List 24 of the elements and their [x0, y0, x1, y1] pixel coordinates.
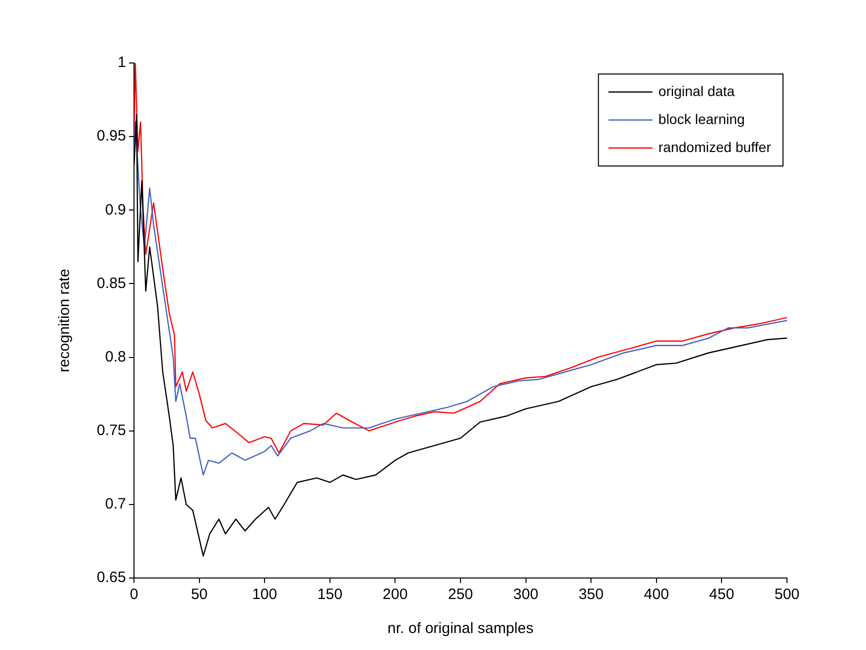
y-tick-label: 0.8 — [105, 348, 126, 366]
x-tick-label: 400 — [644, 586, 669, 604]
x-tick-label: 150 — [317, 586, 342, 604]
x-tick-label: 100 — [252, 586, 278, 604]
x-tick-label: 50 — [190, 586, 208, 604]
y-tick-label: 0.95 — [96, 128, 126, 145]
legend-label: randomized buffer — [658, 138, 772, 155]
y-tick-label: 0.75 — [96, 422, 126, 439]
y-tick-label: 0.85 — [96, 274, 126, 292]
legend-label: original data — [658, 82, 735, 99]
y-tick-label: 0.7 — [105, 496, 126, 513]
x-tick-label: 250 — [448, 586, 474, 604]
x-axis-title: nr. of original samples — [388, 620, 534, 638]
y-tick-label: 0.9 — [105, 201, 126, 218]
x-tick-label: 0 — [130, 586, 138, 604]
x-tick-label: 350 — [578, 586, 604, 604]
legend-label: block learning — [658, 110, 745, 127]
y-tick-label: 1 — [118, 54, 126, 72]
x-tick-label: 450 — [709, 586, 734, 604]
y-axis-title: recognition rate — [56, 268, 74, 372]
x-tick-label: 300 — [513, 586, 538, 604]
x-tick-label: 500 — [774, 586, 800, 604]
x-tick-label: 200 — [382, 586, 408, 604]
y-tick-label: 0.65 — [96, 569, 126, 586]
